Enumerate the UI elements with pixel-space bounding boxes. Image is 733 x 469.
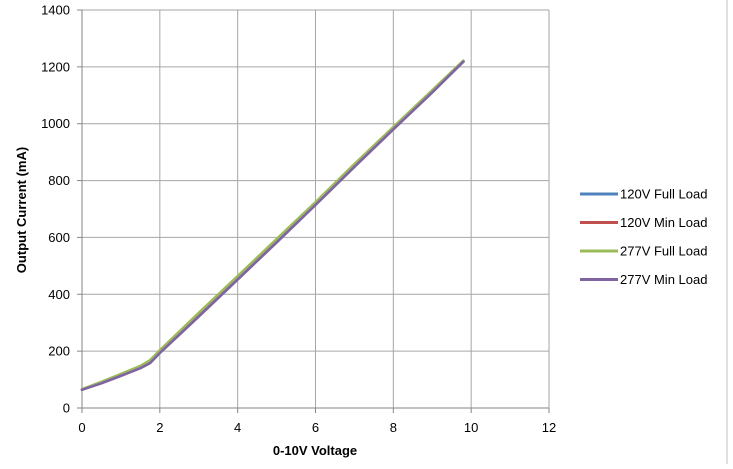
- series-line-2: [80, 59, 465, 391]
- y-tick-label: 400: [48, 287, 70, 302]
- legend-item: 120V Min Load: [580, 215, 707, 230]
- x-tick-label: 2: [156, 420, 163, 435]
- y-tick-label: 1200: [41, 59, 70, 74]
- y-axis-title: Output Current (mA): [14, 147, 29, 273]
- legend: 120V Full Load 120V Min Load 277V Full Loa…: [580, 187, 707, 287]
- tick-labels: 0 200 400 600 800 1000 1200 1400 0 2 4 6 8 10 12: [41, 3, 556, 436]
- series-line-3: [80, 60, 465, 392]
- legend-label: 120V Min Load: [620, 215, 707, 230]
- legend-item: 277V Min Load: [580, 272, 707, 287]
- legend-label: 277V Min Load: [620, 272, 707, 287]
- grid-lines: [81, 9, 550, 409]
- legend-label: 120V Full Load: [620, 187, 707, 202]
- legend-label: 277V Full Load: [620, 244, 707, 259]
- x-tick-label: 6: [312, 420, 319, 435]
- y-tick-label: 0: [63, 401, 70, 416]
- x-tick-label: 4: [234, 420, 241, 435]
- x-tick-label: 12: [542, 420, 556, 435]
- x-tick-label: 0: [78, 420, 85, 435]
- y-tick-label: 200: [48, 344, 70, 359]
- legend-item: 120V Full Load: [580, 187, 707, 202]
- y-tick-label: 1400: [41, 3, 70, 18]
- legend-item: 277V Full Load: [580, 244, 707, 259]
- y-tick-label: 1000: [41, 116, 70, 131]
- y-tick-label: 600: [48, 230, 70, 245]
- plot-area: [80, 59, 465, 392]
- x-axis-title: 0-10V Voltage: [273, 443, 357, 458]
- axes: [77, 9, 550, 413]
- y-tick-label: 800: [48, 173, 70, 188]
- x-tick-label: 8: [390, 420, 397, 435]
- x-tick-label: 10: [464, 420, 478, 435]
